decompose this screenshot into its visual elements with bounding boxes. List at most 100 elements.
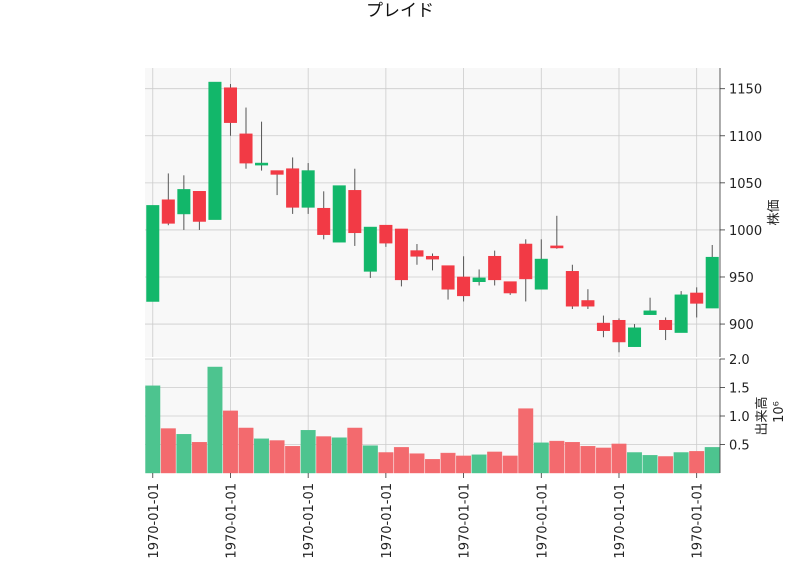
volume-bar xyxy=(471,454,487,474)
volume-bar xyxy=(642,455,658,474)
volume-bar xyxy=(316,436,332,474)
volume-bar xyxy=(223,410,238,474)
volume-bar xyxy=(269,440,285,474)
candle-up xyxy=(628,327,642,347)
x-tick-label: 1970-01-01 xyxy=(147,483,162,559)
volume-bars xyxy=(145,366,720,474)
volume-bar xyxy=(440,452,456,474)
volume-bar xyxy=(425,459,440,474)
volume-bar xyxy=(285,446,301,474)
price-tick-label: 900 xyxy=(729,318,754,333)
candles xyxy=(146,81,719,353)
volume-axis-label: 出来高 xyxy=(754,396,770,435)
candle-down xyxy=(612,319,626,343)
volume-bar xyxy=(393,447,409,474)
candle-up xyxy=(208,81,222,220)
volume-bar xyxy=(254,438,270,474)
price-axis-label: 株価 xyxy=(767,199,782,225)
candle-down xyxy=(596,322,610,331)
x-tick-label: 1970-01-01 xyxy=(380,483,395,559)
candle-down xyxy=(161,199,175,224)
volume-bar xyxy=(145,385,161,474)
candle-up xyxy=(146,205,160,302)
volume-bar xyxy=(564,442,580,474)
x-tick-label: 1970-01-01 xyxy=(458,483,473,559)
candle-up xyxy=(177,189,191,215)
candle-up xyxy=(301,170,315,208)
candle-down xyxy=(286,168,300,208)
chart-title: プレイド xyxy=(366,1,434,21)
volume-bar xyxy=(331,437,347,474)
volume-bar xyxy=(549,440,565,474)
volume-tick-label: 0.5 xyxy=(729,439,750,454)
volume-bar xyxy=(238,427,254,474)
volume-bar xyxy=(207,366,223,474)
volume-bar xyxy=(518,408,534,474)
candle-down xyxy=(270,170,284,175)
candle-down xyxy=(565,271,579,307)
candle-down xyxy=(659,319,673,331)
candle-down xyxy=(317,207,331,235)
volume-bar xyxy=(658,456,674,474)
candle-up xyxy=(674,294,688,333)
volume-bar xyxy=(456,455,472,474)
candle-up xyxy=(705,256,719,309)
candle-down xyxy=(223,87,237,123)
candle-down xyxy=(519,243,533,280)
x-tick-label: 1970-01-01 xyxy=(691,483,706,559)
x-tick-label: 1970-01-01 xyxy=(302,483,317,559)
x-tick-label: 1970-01-01 xyxy=(535,483,550,559)
candle-up xyxy=(363,226,377,272)
x-tick-label: 1970-01-01 xyxy=(224,483,239,559)
price-tick-label: 1150 xyxy=(729,83,762,98)
price-tick-label: 1100 xyxy=(729,130,762,145)
volume-bar xyxy=(487,451,503,474)
candle-down xyxy=(690,292,704,304)
price-panel-background xyxy=(145,68,720,357)
candle-up xyxy=(534,258,548,290)
candle-up xyxy=(472,277,486,282)
volume-scale-label: 10⁶ xyxy=(772,401,787,423)
volume-bar xyxy=(611,443,627,474)
candle-down xyxy=(503,281,517,294)
candle-down xyxy=(457,276,471,297)
price-tick-label: 1000 xyxy=(729,224,762,239)
price-tick-label: 1050 xyxy=(729,177,762,192)
candle-up xyxy=(255,162,269,166)
volume-bar xyxy=(673,452,689,474)
volume-tick-label: 2.0 xyxy=(729,353,750,368)
volume-bar xyxy=(704,447,720,474)
candle-down xyxy=(379,224,393,244)
candle-down xyxy=(581,300,595,307)
volume-bar xyxy=(347,427,363,474)
volume-tick-label: 1.5 xyxy=(729,382,750,397)
candle-down xyxy=(410,250,424,257)
price-tick-label: 950 xyxy=(729,271,754,286)
axes: 900 950 1000 1050 1100 1150 0.5 1.0 1.5 2.0 1970-0… xyxy=(147,68,787,559)
candle-down xyxy=(441,265,455,290)
volume-bar xyxy=(689,451,705,474)
volume-bar xyxy=(362,445,378,474)
candle-down xyxy=(488,255,502,281)
candle-up xyxy=(643,310,657,315)
candle-up xyxy=(332,185,346,243)
volume-bar xyxy=(409,453,425,474)
volume-bar xyxy=(502,455,518,474)
volume-bar xyxy=(176,434,192,474)
candle-down xyxy=(192,191,206,222)
candle-down xyxy=(394,228,408,281)
candle-down xyxy=(239,133,253,164)
volume-bar xyxy=(191,442,207,474)
candle-down xyxy=(348,190,362,234)
volume-bar xyxy=(580,446,596,474)
volume-bar xyxy=(533,442,549,474)
volume-bar xyxy=(595,447,611,474)
volume-bar xyxy=(378,452,394,474)
x-tick-label: 1970-01-01 xyxy=(613,483,628,559)
volume-bar xyxy=(300,430,316,474)
volume-bar xyxy=(160,428,176,474)
candle-down xyxy=(425,255,440,260)
candle-down xyxy=(550,245,564,249)
